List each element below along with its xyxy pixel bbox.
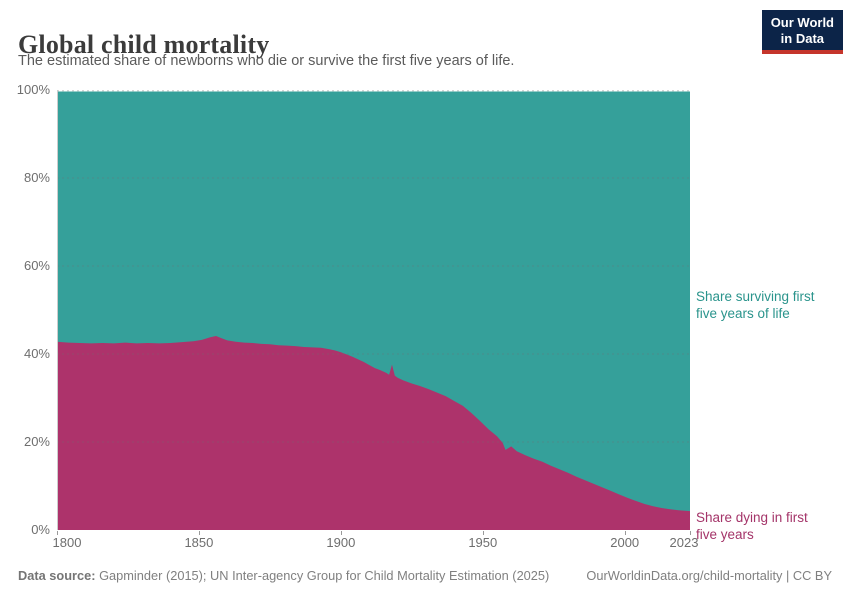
y-axis-tick-label: 100% — [16, 82, 50, 97]
data-source-note: Data source: Gapminder (2015); UN Inter-… — [18, 568, 549, 583]
x-axis-tick-label: 2000 — [610, 535, 640, 550]
series-label-surviving-line2: five years of life — [696, 306, 790, 321]
y-axis-tick-label: 40% — [23, 346, 50, 361]
y-axis-tick-label: 20% — [23, 434, 50, 449]
owid-logo-line1: Our World — [770, 15, 834, 30]
x-axis-tick-mark — [690, 531, 691, 535]
x-axis-tick-mark — [483, 531, 484, 535]
series-label-dying-line2: five years — [696, 527, 754, 542]
data-source-text: Gapminder (2015); UN Inter-agency Group … — [95, 568, 550, 583]
y-axis-tick-label: 80% — [23, 170, 50, 185]
x-axis-tick-mark — [199, 531, 200, 535]
x-axis-tick-mark — [625, 531, 626, 535]
series-label-surviving-line1: Share surviving first — [696, 289, 815, 304]
footer: Data source: Gapminder (2015); UN Inter-… — [18, 568, 832, 583]
owid-url-link[interactable]: OurWorldinData.org/child-mortality | CC … — [586, 568, 832, 583]
x-axis-tick-label: 1950 — [468, 535, 498, 550]
series-label-dying[interactable]: Share dying in first five years — [696, 509, 846, 543]
x-axis-tick-label: 1800 — [52, 535, 82, 550]
x-axis-tick-label: 1900 — [326, 535, 356, 550]
x-axis-tick-label: 1850 — [184, 535, 214, 550]
owid-logo[interactable]: Our World in Data — [761, 10, 843, 54]
stacked-area-chart[interactable] — [57, 90, 690, 530]
owid-logo-line2: in Data — [780, 31, 825, 46]
y-axis-tick-label: 0% — [31, 522, 50, 537]
series-label-dying-line1: Share dying in first — [696, 510, 808, 525]
chart-subtitle: The estimated share of newborns who die … — [18, 53, 515, 69]
y-axis-tick-label: 60% — [23, 258, 50, 273]
series-label-surviving[interactable]: Share surviving first five years of life — [696, 288, 846, 322]
page-title: Global child mortality — [18, 30, 270, 60]
x-axis-tick-label: 2023 — [669, 535, 699, 550]
dying-area[interactable] — [57, 336, 690, 530]
x-axis-tick-mark — [57, 531, 58, 535]
x-axis-tick-mark — [341, 531, 342, 535]
data-source-label: Data source: — [18, 568, 96, 583]
